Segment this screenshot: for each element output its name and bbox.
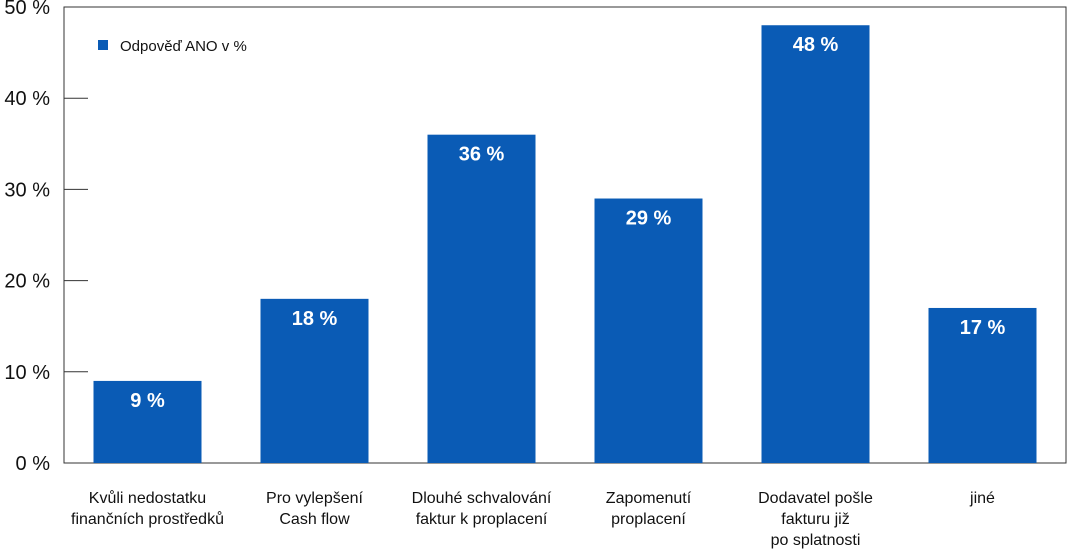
bar	[594, 198, 703, 463]
bar	[761, 25, 870, 464]
bar	[260, 298, 369, 463]
data-label: 36 %	[459, 144, 505, 166]
category-label: Dodavatel pošle fakturu již po splatnosti	[758, 490, 873, 549]
category-label: Pro vylepšení Cash flow	[266, 490, 363, 528]
data-label: 17 %	[960, 317, 1006, 339]
category-label: Zapomenutí proplacení	[606, 490, 692, 528]
bar	[928, 307, 1037, 463]
axes: 0 % 10 % 20 % 30 % 40 % 50 % Kvůli nedostatku f…	[4, 0, 1067, 549]
data-label: 9 %	[130, 390, 165, 412]
y-tick-label: 30 %	[4, 179, 50, 201]
y-tick-label: 40 %	[4, 88, 50, 110]
y-tick-label: 0 %	[16, 453, 51, 475]
bar	[93, 380, 202, 463]
category-label: jiné	[969, 490, 995, 507]
data-label: 29 %	[626, 208, 672, 230]
bars: 9 % 18 % 36 % 29 % 48 % 17 %	[93, 25, 1037, 464]
data-label: 48 %	[793, 34, 839, 56]
bar	[427, 134, 536, 463]
category-label: Dlouhé schvalování faktur k proplacení	[412, 490, 552, 528]
y-tick-label: 20 %	[4, 271, 50, 293]
y-tick-label: 50 %	[4, 0, 50, 19]
plot-frame	[63, 6, 1067, 464]
legend-label: Odpověď ANO v %	[120, 38, 247, 55]
y-tick-label: 10 %	[4, 362, 50, 384]
category-label: Kvůli nedostatku finančních prostředků	[71, 489, 224, 528]
legend: Odpověď ANO v %	[98, 38, 247, 55]
legend-swatch	[98, 40, 108, 50]
data-label: 18 %	[292, 308, 338, 330]
